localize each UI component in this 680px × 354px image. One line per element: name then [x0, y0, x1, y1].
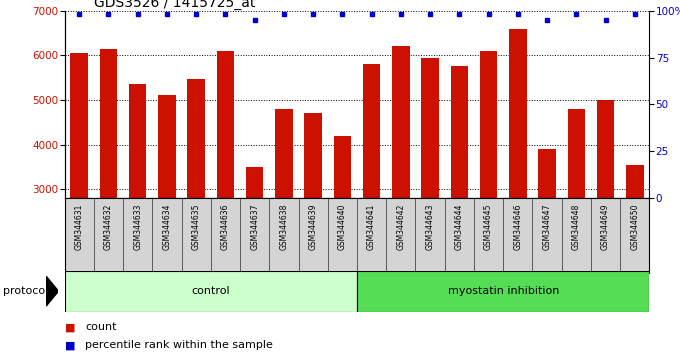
- Bar: [129, 84, 146, 323]
- Bar: [357, 271, 649, 312]
- Bar: [480, 51, 497, 323]
- Bar: [217, 51, 234, 323]
- Bar: [451, 67, 468, 323]
- Text: GSM344637: GSM344637: [250, 204, 259, 250]
- Text: GSM344644: GSM344644: [455, 204, 464, 250]
- Bar: [275, 109, 292, 323]
- Bar: [509, 29, 526, 323]
- Bar: [626, 165, 643, 323]
- Polygon shape: [46, 276, 58, 306]
- Text: GDS3526 / 1415725_at: GDS3526 / 1415725_at: [94, 0, 255, 10]
- Bar: [363, 64, 380, 323]
- Bar: [334, 136, 351, 323]
- Text: GSM344650: GSM344650: [630, 204, 639, 250]
- Text: GSM344642: GSM344642: [396, 204, 405, 250]
- Bar: [568, 109, 585, 323]
- Text: ■: ■: [65, 340, 75, 350]
- Text: count: count: [85, 322, 116, 332]
- Text: GSM344636: GSM344636: [221, 204, 230, 250]
- Bar: [597, 100, 614, 323]
- Text: GSM344635: GSM344635: [192, 204, 201, 250]
- Text: GSM344647: GSM344647: [543, 204, 551, 250]
- Text: GSM344641: GSM344641: [367, 204, 376, 250]
- Bar: [246, 167, 263, 323]
- Bar: [158, 96, 175, 323]
- Text: GSM344633: GSM344633: [133, 204, 142, 250]
- Bar: [188, 79, 205, 323]
- Bar: [539, 149, 556, 323]
- Text: myostatin inhibition: myostatin inhibition: [447, 286, 559, 296]
- Text: protocol: protocol: [3, 286, 49, 296]
- Text: percentile rank within the sample: percentile rank within the sample: [85, 340, 273, 350]
- Bar: [392, 46, 409, 323]
- Bar: [71, 53, 88, 323]
- Bar: [305, 113, 322, 323]
- Text: GSM344645: GSM344645: [484, 204, 493, 250]
- Text: GSM344631: GSM344631: [75, 204, 84, 250]
- Text: GSM344640: GSM344640: [338, 204, 347, 250]
- Text: ■: ■: [65, 322, 75, 332]
- Bar: [100, 48, 117, 323]
- Text: GSM344643: GSM344643: [426, 204, 435, 250]
- Bar: [65, 271, 357, 312]
- Text: GSM344649: GSM344649: [601, 204, 610, 250]
- Text: control: control: [192, 286, 230, 296]
- Text: GSM344639: GSM344639: [309, 204, 318, 250]
- Text: GSM344638: GSM344638: [279, 204, 288, 250]
- Bar: [422, 57, 439, 323]
- Text: GSM344648: GSM344648: [572, 204, 581, 250]
- Text: GSM344632: GSM344632: [104, 204, 113, 250]
- Text: GSM344634: GSM344634: [163, 204, 171, 250]
- Text: GSM344646: GSM344646: [513, 204, 522, 250]
